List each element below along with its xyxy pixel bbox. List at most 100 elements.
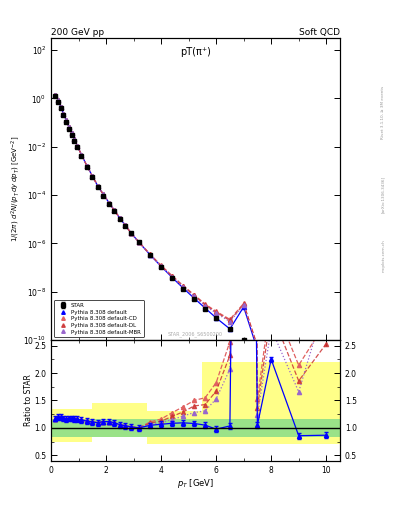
- Pythia 8.308 default-CD: [69, 131, 74, 137]
- Pythia 8.308 default-MBR: [159, 263, 163, 269]
- Pythia 8.308 default-MBR: [53, 92, 58, 98]
- Text: Soft QCD: Soft QCD: [299, 28, 340, 37]
- Pythia 8.308 default: [324, 390, 329, 396]
- Pythia 8.308 default-CD: [296, 364, 301, 370]
- Pythia 8.308 default-DL: [95, 183, 100, 189]
- Pythia 8.308 default-DL: [67, 124, 72, 130]
- Pythia 8.308 default-DL: [64, 117, 69, 123]
- Pythia 8.308 default-DL: [214, 309, 219, 315]
- Pythia 8.308 default: [95, 183, 100, 189]
- Pythia 8.308 default-DL: [137, 239, 141, 245]
- Pythia 8.308 default-CD: [53, 92, 58, 98]
- Pythia 8.308 default-MBR: [69, 131, 74, 137]
- Pythia 8.308 default-DL: [72, 136, 77, 142]
- Pythia 8.308 default-MBR: [75, 142, 80, 148]
- Pythia 8.308 default-MBR: [241, 302, 246, 308]
- Pythia 8.308 default-MBR: [72, 136, 77, 142]
- Pythia 8.308 default-DL: [241, 302, 246, 308]
- Pythia 8.308 default: [118, 215, 122, 221]
- Pythia 8.308 default-CD: [123, 222, 128, 228]
- Pythia 8.308 default-CD: [181, 283, 185, 289]
- Pythia 8.308 default: [61, 111, 66, 117]
- Pythia 8.308 default-DL: [181, 283, 185, 289]
- Pythia 8.308 default-MBR: [84, 163, 89, 169]
- Y-axis label: $1/(2\pi)\ d^2N/(p_T\,dy\,dp_T)\ [\mathrm{GeV}^{-2}]$: $1/(2\pi)\ d^2N/(p_T\,dy\,dp_T)\ [\mathr…: [9, 136, 22, 242]
- Text: STAR_2006_S6500200: STAR_2006_S6500200: [168, 331, 223, 337]
- Pythia 8.308 default-DL: [170, 273, 174, 280]
- Pythia 8.308 default-MBR: [90, 173, 95, 179]
- Pythia 8.308 default: [241, 304, 246, 310]
- Pythia 8.308 default-CD: [129, 230, 133, 236]
- Pythia 8.308 default-MBR: [79, 152, 84, 158]
- Pythia 8.308 default-MBR: [214, 310, 219, 316]
- Pythia 8.308 default-MBR: [203, 303, 208, 309]
- Pythia 8.308 default-CD: [75, 142, 80, 148]
- Pythia 8.308 default: [101, 191, 106, 198]
- Line: Pythia 8.308 default: Pythia 8.308 default: [53, 93, 328, 395]
- Pythia 8.308 default-DL: [84, 163, 89, 169]
- Pythia 8.308 default-DL: [118, 215, 122, 221]
- Pythia 8.308 default-MBR: [95, 183, 100, 189]
- Pythia 8.308 default-CD: [137, 239, 141, 245]
- Pythia 8.308 default-MBR: [269, 346, 274, 352]
- Pythia 8.308 default-MBR: [61, 111, 66, 117]
- Pythia 8.308 default-DL: [112, 207, 117, 214]
- Pythia 8.308 default-MBR: [192, 293, 196, 300]
- Pythia 8.308 default-MBR: [137, 239, 141, 245]
- Pythia 8.308 default-CD: [159, 263, 163, 269]
- Pythia 8.308 default-DL: [324, 379, 329, 385]
- Pythia 8.308 default-DL: [296, 366, 301, 372]
- Pythia 8.308 default-DL: [75, 142, 80, 148]
- Pythia 8.308 default-DL: [101, 191, 106, 198]
- Pythia 8.308 default-MBR: [255, 345, 260, 351]
- Pythia 8.308 default-DL: [123, 222, 128, 228]
- Pythia 8.308 default: [255, 347, 260, 353]
- Pythia 8.308 default: [64, 117, 69, 123]
- Pythia 8.308 default-MBR: [324, 376, 329, 382]
- Pythia 8.308 default-CD: [112, 207, 117, 214]
- Pythia 8.308 default: [72, 136, 77, 142]
- Pythia 8.308 default-CD: [107, 200, 111, 206]
- Pythia 8.308 default-MBR: [59, 103, 63, 110]
- Pythia 8.308 default: [159, 263, 163, 269]
- Pythia 8.308 default: [192, 295, 196, 301]
- Pythia 8.308 default-DL: [69, 131, 74, 137]
- Pythia 8.308 default-MBR: [129, 230, 133, 236]
- Pythia 8.308 default: [269, 348, 274, 354]
- Pythia 8.308 default-MBR: [148, 251, 152, 258]
- Pythia 8.308 default: [107, 200, 111, 206]
- Y-axis label: Ratio to STAR: Ratio to STAR: [24, 374, 33, 426]
- Pythia 8.308 default: [148, 252, 152, 258]
- Pythia 8.308 default: [59, 103, 63, 110]
- Text: [arXiv:1306.3436]: [arXiv:1306.3436]: [381, 176, 385, 213]
- Pythia 8.308 default-CD: [61, 111, 66, 117]
- Pythia 8.308 default-CD: [324, 377, 329, 383]
- X-axis label: $p_T\ [\mathrm{GeV}]$: $p_T\ [\mathrm{GeV}]$: [177, 477, 214, 490]
- Pythia 8.308 default-CD: [90, 173, 95, 179]
- Line: Pythia 8.308 default-MBR: Pythia 8.308 default-MBR: [53, 93, 328, 381]
- Pythia 8.308 default: [53, 92, 58, 98]
- Pythia 8.308 default-CD: [56, 97, 61, 103]
- Legend: STAR, Pythia 8.308 default, Pythia 8.308 default-CD, Pythia 8.308 default-DL, Py: STAR, Pythia 8.308 default, Pythia 8.308…: [54, 300, 144, 337]
- Pythia 8.308 default-DL: [269, 345, 274, 351]
- Pythia 8.308 default-MBR: [56, 97, 61, 103]
- Pythia 8.308 default-DL: [192, 292, 196, 298]
- Pythia 8.308 default: [129, 230, 133, 236]
- Pythia 8.308 default-CD: [84, 163, 89, 169]
- Pythia 8.308 default-CD: [214, 308, 219, 314]
- Pythia 8.308 default-MBR: [64, 117, 69, 123]
- Pythia 8.308 default-MBR: [67, 124, 72, 130]
- Pythia 8.308 default-CD: [118, 215, 122, 221]
- Pythia 8.308 default-CD: [148, 251, 152, 258]
- Pythia 8.308 default-DL: [148, 251, 152, 258]
- Pythia 8.308 default-DL: [53, 92, 58, 98]
- Pythia 8.308 default-MBR: [228, 318, 232, 325]
- Pythia 8.308 default-DL: [90, 173, 95, 179]
- Pythia 8.308 default: [203, 305, 208, 311]
- Pythia 8.308 default: [181, 285, 185, 291]
- Pythia 8.308 default-MBR: [296, 367, 301, 373]
- Pythia 8.308 default: [214, 315, 219, 321]
- Pythia 8.308 default: [123, 222, 128, 228]
- Pythia 8.308 default-CD: [95, 183, 100, 189]
- Pythia 8.308 default: [296, 374, 301, 380]
